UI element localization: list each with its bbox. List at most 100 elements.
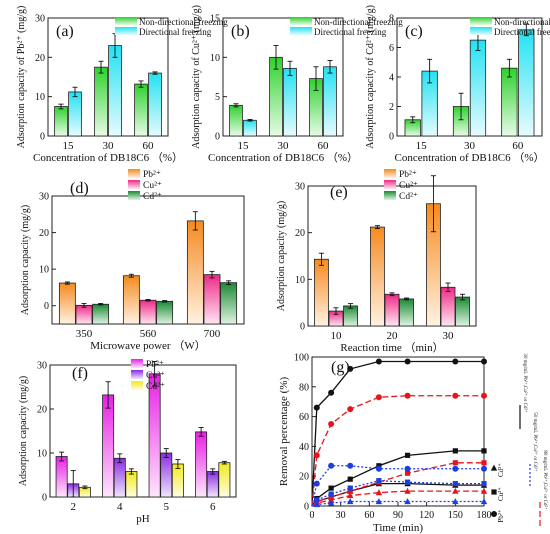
marker-circle: [347, 406, 354, 413]
x-tick-label: 700: [204, 328, 221, 340]
y-axis-label: Removal percentage (%): [278, 377, 290, 487]
y-tick-label: 6: [389, 43, 394, 54]
bar: [455, 296, 470, 327]
marker-square: [481, 448, 487, 454]
y-tick-label: 30: [35, 14, 45, 25]
x-tick-label: 20: [387, 330, 399, 342]
panel-label: (a): [56, 23, 74, 40]
legend-swatch: [115, 17, 137, 25]
x-tick-label: 6: [210, 501, 216, 513]
legend-label: Pb²⁺: [143, 170, 161, 180]
legend-swatch: [131, 370, 143, 379]
legend-swatch: [131, 359, 143, 368]
y-tick-label: 20: [295, 228, 305, 239]
bar: [156, 300, 174, 325]
x-tick-label: 350: [76, 328, 93, 340]
y-axis-label: Adsorption capacity (mg/g): [18, 376, 29, 487]
marker-triangle: [490, 464, 498, 471]
panel-label: (c): [405, 23, 423, 40]
legend-label: Pb²⁺: [399, 170, 417, 180]
x-tick-label: 30: [464, 140, 476, 152]
legend-label: Directional freezing: [139, 27, 212, 37]
marker-square: [481, 460, 487, 466]
marker-square: [314, 497, 320, 503]
bar: [469, 39, 487, 137]
marker-circle: [313, 404, 320, 411]
y-axis-label: Adsorption capacity (mg/g): [276, 201, 287, 312]
bar: [440, 286, 456, 327]
bar: [102, 394, 115, 498]
legend-label: Cu²⁺: [399, 181, 418, 191]
x-tick-label: 15: [238, 140, 250, 152]
series-line: [311, 450, 484, 507]
legend-swatch: [131, 381, 143, 390]
y-tick-label: 10: [295, 275, 305, 286]
legend-ion-label: Cu²⁺: [497, 487, 505, 501]
bar: [148, 373, 161, 498]
legend-swatch: [128, 191, 140, 200]
x-tick-label: 60: [364, 510, 374, 521]
legend-swatch: [384, 191, 396, 200]
legend-ion-label: Cd²⁺: [497, 463, 505, 477]
y-tick-label: 0: [42, 493, 47, 504]
series-line: [311, 465, 484, 507]
marker-square: [452, 481, 458, 487]
marker-square: [328, 485, 334, 491]
marker-square: [376, 478, 382, 484]
x-tick-label: 0: [310, 510, 315, 521]
marker-square: [404, 479, 411, 485]
bar: [384, 293, 400, 327]
x-tick-label: 10: [331, 330, 343, 342]
panel-f: 0 10 20 30 2 4 5 6 pH Adsorption capacity (mg/g) (…: [18, 359, 237, 525]
y-tick-label: 20: [37, 405, 47, 416]
panel-label: (f): [72, 365, 88, 382]
x-tick-label: 30: [336, 510, 346, 521]
y-tick-label: 10: [37, 449, 47, 460]
marker-circle: [404, 465, 411, 472]
x-axis-label: pH: [136, 513, 150, 525]
marker-circle: [375, 465, 382, 472]
marker-circle: [491, 511, 497, 517]
bar: [54, 106, 68, 137]
y-tick-label: 0: [304, 502, 309, 513]
series-line: [311, 395, 484, 507]
x-tick-label: 30: [443, 330, 455, 342]
bar: [94, 66, 108, 137]
y-tick-label: 0: [44, 301, 49, 312]
y-tick-label: 0: [300, 322, 305, 333]
y-tick-label: 2: [389, 102, 394, 113]
legend-label: Cu²⁺: [146, 371, 165, 381]
x-axis-label: Time (min): [373, 522, 423, 534]
legend-label: Non-directional freezing: [139, 17, 228, 27]
y-tick-label: 8: [389, 14, 394, 25]
y-tick-label: 40: [299, 442, 309, 453]
bar: [113, 457, 126, 498]
legend-swatch: [115, 27, 137, 35]
legend-line-label: 50 mg/mL Pb²⁺,Cu²⁺ or Cd²⁺: [532, 412, 538, 472]
plot-frame: [222, 17, 344, 137]
x-tick-label: 150: [448, 510, 463, 521]
y-tick-label: 5: [215, 92, 220, 103]
marker-circle: [328, 389, 335, 396]
y-tick-label: 10: [35, 92, 45, 103]
marker-triangle: [313, 501, 320, 508]
marker-triangle: [327, 499, 335, 506]
y-axis-label: Adsorption capacity of Pb²⁺ (mg/g): [16, 6, 27, 149]
y-axis-label: Adsorption capacity (mg/g): [20, 205, 31, 316]
marker-circle: [404, 358, 411, 365]
panel-g: 0 20 40 60 80 100 0 30 60 90 120 150 180 Time (min) Re…: [278, 353, 548, 534]
bar: [229, 104, 243, 137]
marker-circle: [481, 392, 487, 399]
x-tick-label: 560: [140, 328, 157, 340]
legend-label: Non-directional freezing: [314, 17, 403, 27]
y-tick-label: 0: [215, 132, 220, 143]
bar: [122, 275, 140, 325]
y-tick-label: 15: [210, 14, 220, 25]
marker-square: [347, 476, 353, 482]
y-tick-label: 4: [389, 73, 394, 84]
bar: [55, 456, 68, 498]
legend-label: Cd²⁺: [146, 382, 165, 392]
y-tick-label: 100: [294, 353, 309, 364]
